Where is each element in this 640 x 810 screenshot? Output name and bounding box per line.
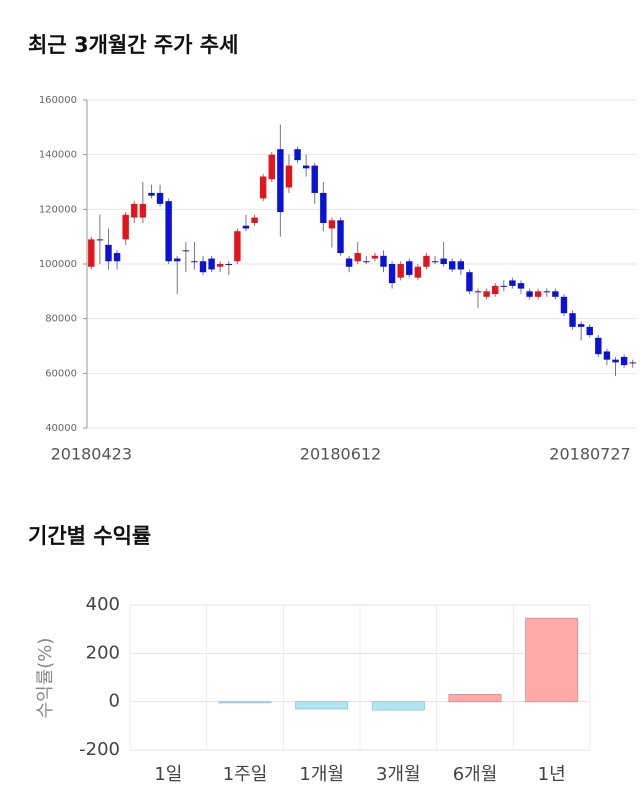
candle-body bbox=[449, 261, 456, 270]
bar bbox=[525, 617, 579, 703]
candle-body bbox=[603, 351, 611, 360]
candle-body bbox=[517, 283, 525, 289]
candle-body bbox=[302, 165, 310, 169]
candle-body bbox=[526, 291, 533, 297]
x-tick-label: 20180727 bbox=[549, 445, 630, 464]
candle-body bbox=[586, 326, 593, 336]
candle-body bbox=[328, 220, 336, 229]
bar bbox=[448, 694, 502, 703]
x-tick-label: 6개월 bbox=[453, 764, 498, 785]
y-tick-label: 40000 bbox=[45, 423, 77, 434]
y-tick-label: 200 bbox=[86, 642, 120, 663]
y-tick-label: -200 bbox=[79, 739, 120, 760]
chart-title: 최근 3개월간 주가 추세 bbox=[28, 33, 238, 57]
candle-body bbox=[148, 192, 155, 196]
candle-body bbox=[431, 261, 439, 263]
candle-body bbox=[122, 214, 129, 240]
candle-body bbox=[466, 272, 473, 292]
y-tick-label: 120000 bbox=[39, 204, 77, 215]
candle-body bbox=[577, 324, 585, 327]
y-tick-label: 100000 bbox=[39, 259, 77, 270]
candle-body bbox=[483, 291, 490, 297]
candle-body bbox=[534, 291, 542, 297]
x-tick-label: 20180612 bbox=[300, 445, 381, 464]
x-tick-label: 3개월 bbox=[376, 764, 421, 785]
candle-body bbox=[543, 291, 550, 293]
x-tick-label: 1일 bbox=[154, 764, 182, 785]
candle-body bbox=[406, 261, 413, 275]
candle-body bbox=[320, 192, 327, 223]
y-tick-label: 140000 bbox=[39, 150, 77, 161]
x-tick-label: 20180423 bbox=[51, 445, 132, 464]
candle-body bbox=[509, 280, 516, 286]
candle-body bbox=[311, 165, 318, 193]
candle-body bbox=[595, 337, 602, 355]
candle-body bbox=[105, 244, 112, 262]
candle-body bbox=[113, 253, 121, 262]
x-tick-label: 1주일 bbox=[223, 764, 268, 785]
y-tick-label: 400 bbox=[86, 594, 120, 615]
bar bbox=[371, 701, 425, 711]
candle-body bbox=[380, 255, 387, 267]
candle-body bbox=[242, 225, 250, 229]
y-tick-label: 160000 bbox=[39, 95, 77, 106]
candle-body bbox=[156, 192, 164, 204]
candle-body bbox=[345, 258, 353, 267]
candle-body bbox=[492, 285, 499, 295]
candle-body bbox=[560, 296, 568, 314]
candle-body bbox=[294, 149, 301, 161]
candle-body bbox=[423, 255, 430, 267]
candle-body bbox=[552, 291, 559, 297]
candle-body bbox=[363, 261, 370, 263]
chart-title: 기간별 수익률 bbox=[28, 524, 151, 548]
candle-body bbox=[569, 313, 576, 327]
candle-body bbox=[629, 362, 636, 364]
candle-body bbox=[234, 231, 241, 262]
bar bbox=[218, 701, 272, 704]
y-tick-label: 0 bbox=[109, 691, 120, 712]
candle-body bbox=[96, 239, 104, 241]
candle-body bbox=[285, 165, 293, 188]
y-tick-label: 60000 bbox=[45, 368, 77, 379]
candle-body bbox=[354, 253, 361, 262]
y-axis-label: 수익률(%) bbox=[35, 638, 56, 719]
candle-body bbox=[612, 359, 619, 363]
candle-body bbox=[199, 261, 207, 273]
candle-body bbox=[277, 149, 284, 213]
candle-body bbox=[440, 258, 447, 264]
candle-body bbox=[208, 258, 215, 270]
candle-body bbox=[88, 239, 95, 267]
candle-body bbox=[191, 261, 198, 263]
candle-body bbox=[371, 255, 379, 259]
candle-body bbox=[174, 258, 181, 262]
candle-body bbox=[337, 220, 344, 254]
candle-body bbox=[251, 217, 258, 223]
candle-body bbox=[414, 266, 422, 278]
bar bbox=[295, 701, 349, 710]
candle-body bbox=[620, 356, 628, 366]
candle-body bbox=[500, 285, 507, 287]
candle-body bbox=[225, 264, 232, 265]
candle-body bbox=[165, 201, 172, 262]
candle-body bbox=[139, 203, 147, 218]
candle-body bbox=[474, 291, 482, 293]
x-tick-label: 1개월 bbox=[299, 764, 344, 785]
y-tick-label: 80000 bbox=[45, 314, 77, 325]
candle-body bbox=[259, 176, 267, 199]
candle-body bbox=[457, 261, 465, 270]
candle-body bbox=[397, 264, 404, 278]
candle-body bbox=[388, 264, 396, 284]
x-tick-label: 1년 bbox=[538, 764, 566, 785]
candle-body bbox=[217, 264, 224, 267]
candle-body bbox=[182, 250, 190, 252]
candle-body bbox=[268, 154, 275, 180]
candle-body bbox=[131, 203, 138, 218]
